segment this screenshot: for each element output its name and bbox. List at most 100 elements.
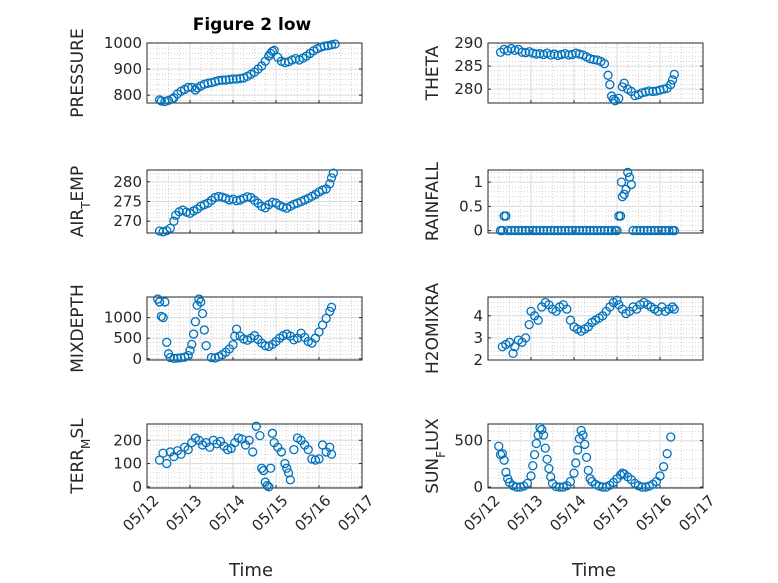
data-point bbox=[581, 452, 592, 463]
data-point bbox=[326, 302, 337, 312]
y-axis-label-rest: SL bbox=[68, 418, 88, 439]
data-point bbox=[242, 192, 252, 202]
data-point bbox=[540, 443, 550, 453]
y-axis-label: MIXDEPTH bbox=[68, 284, 88, 373]
data-point bbox=[585, 225, 595, 236]
y-axis-label: H2OMIXRA bbox=[423, 283, 443, 374]
panel-terr: 0 100 200 05/12 05/13 05/14 05/15 05/16 05/17 TER… bbox=[68, 418, 378, 535]
data-point bbox=[592, 225, 602, 236]
y-tick-label: 275 bbox=[113, 193, 142, 211]
y-tick-label: 1 bbox=[473, 173, 483, 191]
data-point bbox=[524, 319, 534, 330]
data-point bbox=[520, 48, 531, 58]
data-point bbox=[326, 449, 337, 459]
data-point bbox=[572, 445, 583, 455]
x-tick-label: 05/14 bbox=[205, 492, 248, 535]
data-point bbox=[669, 304, 679, 314]
data-point bbox=[531, 225, 542, 236]
data-point bbox=[522, 478, 533, 489]
data-point bbox=[224, 74, 235, 85]
data-point bbox=[231, 74, 242, 84]
data-point bbox=[154, 297, 165, 307]
data-point bbox=[646, 225, 656, 236]
data-point bbox=[535, 48, 545, 59]
data-point bbox=[183, 444, 193, 455]
y-tick-label: 0 bbox=[132, 478, 142, 496]
y-axis-label: PRESSURE bbox=[68, 28, 88, 117]
data-point bbox=[199, 325, 209, 335]
data-point bbox=[580, 439, 590, 450]
data-point bbox=[669, 69, 679, 80]
data-point bbox=[267, 428, 278, 438]
y-tick-label: 0 bbox=[473, 478, 483, 496]
data-point bbox=[608, 94, 619, 104]
data-point bbox=[537, 424, 547, 435]
data-point bbox=[154, 226, 165, 236]
data-point bbox=[606, 225, 617, 236]
data-point bbox=[206, 352, 217, 363]
data-point bbox=[615, 211, 626, 221]
data-point bbox=[551, 481, 561, 492]
data-point bbox=[628, 225, 638, 236]
y-axis-label-main: THETA bbox=[423, 45, 443, 101]
x-tick-label: 05/12 bbox=[460, 492, 503, 535]
data-point bbox=[228, 340, 238, 350]
y-axis-label: AIRTEMP bbox=[68, 166, 93, 237]
data-point bbox=[244, 435, 254, 445]
data-point bbox=[510, 225, 520, 236]
y-tick-label: 0.5 bbox=[459, 197, 483, 215]
data-point bbox=[325, 179, 335, 189]
y-axis-label-main: H2OMIXRA bbox=[423, 283, 443, 374]
data-point bbox=[569, 468, 579, 478]
data-point bbox=[562, 304, 572, 314]
y-axis-label-main: AIR bbox=[68, 209, 88, 238]
data-point bbox=[565, 476, 576, 487]
x-tick-label: 05/15 bbox=[589, 492, 632, 535]
x-tick-label: 05/16 bbox=[632, 492, 675, 535]
data-point bbox=[619, 189, 629, 199]
y-axis-label-rest: EMP bbox=[68, 166, 88, 202]
data-point bbox=[546, 472, 556, 482]
x-axis-label-right: Time bbox=[571, 560, 616, 581]
data-point bbox=[535, 225, 545, 236]
x-tick-label: 05/15 bbox=[248, 492, 291, 535]
data-point bbox=[283, 468, 294, 478]
data-point bbox=[596, 225, 606, 236]
data-point bbox=[538, 430, 549, 440]
data-point bbox=[614, 93, 624, 104]
data-point bbox=[644, 86, 654, 96]
data-point bbox=[517, 225, 527, 236]
data-point bbox=[282, 463, 292, 473]
data-point bbox=[162, 337, 172, 347]
data-point bbox=[567, 225, 577, 236]
data-point bbox=[314, 327, 324, 337]
data-point bbox=[325, 306, 335, 317]
data-point bbox=[531, 438, 542, 449]
y-tick-label: 0 bbox=[132, 350, 142, 368]
x-tick-label: 05/17 bbox=[675, 492, 718, 535]
y-axis-label-main: MIXDEPTH bbox=[68, 284, 88, 373]
data-point bbox=[658, 84, 669, 94]
axes-box bbox=[487, 42, 704, 104]
data-point bbox=[544, 463, 554, 474]
data-point bbox=[581, 225, 592, 236]
panel-pressure: 800 900 1000 PRESSURE bbox=[68, 28, 363, 118]
data-point bbox=[158, 312, 168, 323]
data-point bbox=[637, 482, 647, 492]
data-point bbox=[621, 184, 631, 195]
y-tick-label: 2 bbox=[473, 351, 483, 369]
data-point bbox=[158, 448, 168, 458]
data-point bbox=[653, 225, 663, 236]
data-point bbox=[494, 441, 504, 451]
data-point bbox=[664, 225, 674, 236]
data-point bbox=[556, 225, 567, 236]
data-point bbox=[616, 177, 627, 187]
axes-box bbox=[487, 296, 704, 361]
y-tick-label: 500 bbox=[113, 329, 142, 347]
y-tick-label: 200 bbox=[113, 431, 142, 449]
y-axis-label-subscript: M bbox=[79, 439, 93, 449]
data-point bbox=[623, 167, 633, 178]
data-point bbox=[267, 46, 278, 56]
data-point bbox=[612, 295, 622, 305]
